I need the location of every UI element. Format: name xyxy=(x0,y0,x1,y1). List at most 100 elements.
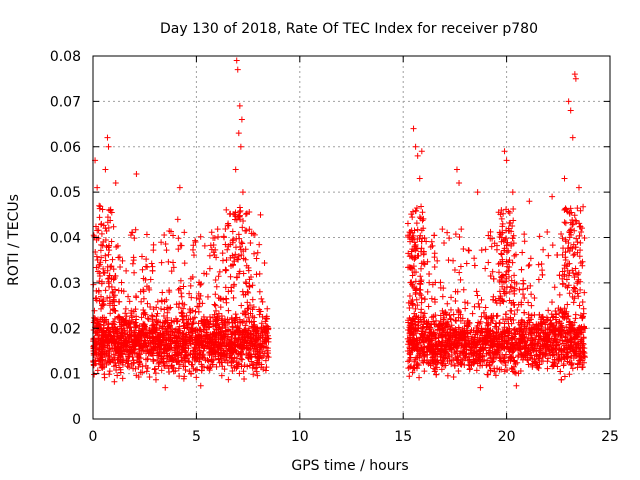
data-point xyxy=(236,370,243,377)
data-point xyxy=(187,275,194,282)
data-point xyxy=(496,366,503,373)
data-point xyxy=(102,287,109,294)
data-point xyxy=(220,347,227,354)
data-point xyxy=(169,365,176,372)
data-point xyxy=(190,348,197,355)
data-point xyxy=(164,362,171,369)
data-point xyxy=(562,333,569,340)
data-point xyxy=(482,304,489,311)
data-point xyxy=(418,306,425,313)
data-point xyxy=(234,66,241,73)
data-point xyxy=(244,305,251,312)
data-point xyxy=(197,349,204,356)
data-point xyxy=(209,314,216,321)
data-point xyxy=(251,321,258,328)
data-point xyxy=(428,295,435,302)
data-point xyxy=(149,337,156,344)
data-point xyxy=(93,349,100,356)
data-point xyxy=(206,323,213,330)
data-point xyxy=(98,326,105,333)
data-point xyxy=(545,307,552,314)
data-point xyxy=(179,347,186,354)
data-point xyxy=(212,276,219,283)
data-point xyxy=(167,334,174,341)
data-point xyxy=(94,184,101,191)
y-axis-label: ROTI / TECUs xyxy=(6,194,22,286)
data-point xyxy=(569,267,576,274)
data-point xyxy=(105,346,112,353)
data-point xyxy=(215,324,222,331)
data-point xyxy=(263,364,270,371)
data-point xyxy=(180,283,187,290)
data-point xyxy=(232,335,239,342)
data-point xyxy=(129,343,136,350)
data-point xyxy=(240,318,247,325)
data-point xyxy=(463,260,470,267)
data-point xyxy=(169,325,176,332)
data-point xyxy=(528,302,535,309)
data-point xyxy=(251,342,258,349)
data-point xyxy=(218,359,225,366)
data-point xyxy=(229,368,236,375)
data-point xyxy=(244,363,251,370)
data-point xyxy=(251,314,258,321)
data-point xyxy=(544,358,551,365)
data-point xyxy=(220,296,227,303)
data-point xyxy=(231,339,238,346)
data-point xyxy=(251,343,258,350)
data-point xyxy=(142,276,149,283)
data-point xyxy=(236,331,243,338)
data-point xyxy=(213,335,220,342)
data-point xyxy=(219,339,226,346)
data-point xyxy=(137,288,144,295)
data-point xyxy=(153,338,160,345)
data-point xyxy=(108,238,115,245)
data-point xyxy=(177,277,184,284)
data-point xyxy=(222,267,229,274)
data-point xyxy=(256,270,263,277)
data-point xyxy=(105,143,112,150)
data-point xyxy=(437,279,444,286)
data-point xyxy=(576,302,583,309)
data-point xyxy=(477,384,484,391)
data-point xyxy=(223,206,230,213)
data-point xyxy=(213,307,220,314)
data-point xyxy=(164,353,171,360)
data-point xyxy=(535,365,542,372)
data-point xyxy=(559,235,566,242)
data-point xyxy=(476,304,483,311)
data-point xyxy=(125,293,132,300)
data-point xyxy=(200,313,207,320)
data-point xyxy=(232,166,239,173)
data-point xyxy=(127,332,134,339)
data-point xyxy=(178,290,185,297)
data-point xyxy=(195,358,202,365)
data-point xyxy=(123,320,130,327)
data-point xyxy=(240,368,247,375)
data-point xyxy=(538,260,545,267)
data-point xyxy=(249,361,256,368)
data-point xyxy=(569,134,576,141)
data-point xyxy=(204,293,211,300)
data-point xyxy=(124,363,131,370)
data-point xyxy=(431,264,438,271)
data-point xyxy=(143,356,150,363)
data-point xyxy=(194,303,201,310)
data-point xyxy=(409,369,416,376)
data-point xyxy=(535,261,542,268)
data-point xyxy=(447,315,454,322)
data-point xyxy=(565,98,572,105)
data-point xyxy=(162,241,169,248)
data-point xyxy=(531,294,538,301)
data-point xyxy=(259,298,266,305)
data-point xyxy=(110,223,117,230)
data-point xyxy=(143,368,150,375)
data-point xyxy=(202,357,209,364)
data-point xyxy=(172,349,179,356)
data-point xyxy=(412,143,419,150)
data-point xyxy=(227,273,234,280)
data-point xyxy=(176,373,183,380)
data-point xyxy=(114,372,121,379)
data-point xyxy=(239,224,246,231)
data-point xyxy=(146,350,153,357)
